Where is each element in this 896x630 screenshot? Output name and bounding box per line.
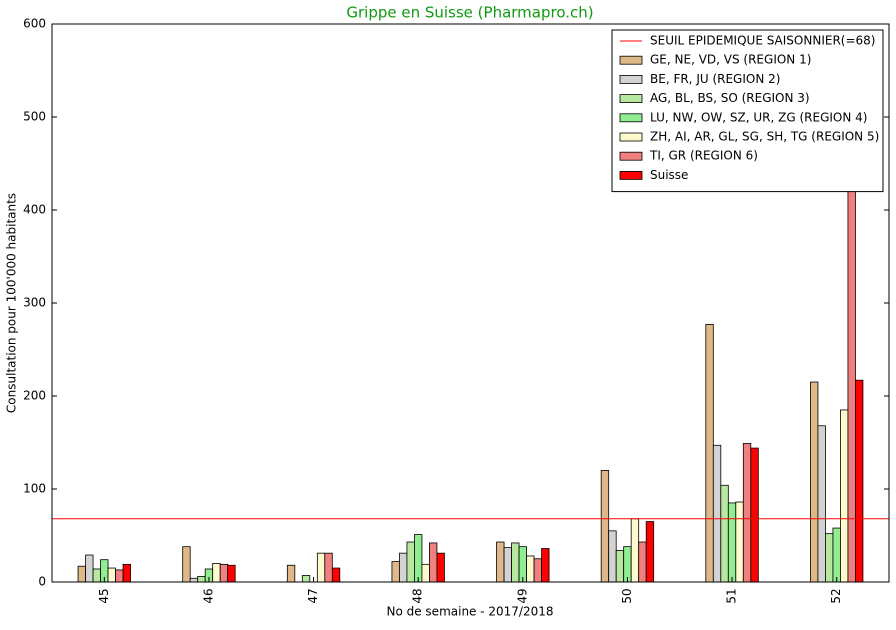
legend-box [611,29,884,193]
y-tick-label: 200 [23,389,46,403]
bar [212,563,221,583]
bar [391,561,400,583]
bar [286,564,296,583]
bar [511,542,520,583]
bar [301,575,311,583]
bar [429,542,438,583]
bar [219,563,229,583]
x-tick-label: 48 [411,588,425,603]
bar [630,518,640,583]
bar [115,569,124,583]
bar [855,379,864,583]
legend-label: TI, GR (REGION 6) [649,149,758,163]
bar [750,447,759,583]
y-tick-label: 100 [23,482,46,496]
legend-label: GE, NE, VD, VS (REGION 1) [650,53,811,67]
bar [77,565,86,583]
bar [615,549,625,583]
bar [406,541,415,583]
x-tick-label: 51 [725,588,739,603]
x-tick-label: 46 [201,588,215,603]
bar [324,552,333,583]
bar [92,568,101,583]
bar [503,547,512,583]
x-axis-label: No de semaine - 2017/2018 [386,605,553,619]
bar [638,541,647,583]
bar [645,521,655,583]
bar [623,546,632,583]
legend-label: AG, BL, BS, SO (REGION 3) [650,91,810,105]
bar [197,576,206,583]
bar [720,484,729,583]
legend-swatch [619,75,643,84]
bar [414,534,423,583]
bar [727,502,737,583]
bar [840,409,849,583]
x-tick-label: 49 [515,588,529,603]
bar [436,552,445,583]
bar [122,563,131,583]
legend-label: Suisse [650,168,688,182]
x-tick-label: 52 [829,588,843,603]
legend-label: LU, NW, OW, SZ, UR, ZG (REGION 4) [650,110,867,124]
bar [712,444,722,583]
legend-swatch [619,94,643,103]
bar [817,425,826,583]
bar [227,564,236,583]
legend-swatch [619,113,643,123]
bar [518,546,527,583]
legend-swatch [619,170,643,180]
y-tick-label: 600 [23,17,46,31]
x-tick-label: 45 [97,588,111,603]
bar [742,443,752,583]
y-axis-label: Consultation pour 100'000 habitants [5,193,19,413]
bar [399,552,408,583]
bar [316,552,326,583]
bar [189,577,199,583]
bar [608,530,617,583]
chart-title: Grippe en Suisse (Pharmapro.ch) [346,4,593,22]
y-tick-label: 400 [23,203,46,217]
bar [331,567,341,583]
bar [182,546,191,583]
bar [526,555,535,583]
x-tick-label: 50 [620,588,634,603]
legend-label: SEUIL EPIDEMIQUE SAISONNIER(=68) [650,34,875,48]
y-tick-label: 500 [23,110,46,124]
bar [107,567,116,583]
bar [735,501,744,583]
bar [496,541,505,583]
x-tick-label: 47 [306,588,320,603]
legend-swatch [619,55,643,65]
y-tick-label: 300 [23,296,46,310]
bar [541,548,550,583]
legend-label: BE, FR, JU (REGION 2) [650,72,780,86]
bar [85,554,94,583]
y-tick-label: 0 [38,575,46,589]
bar [832,527,841,583]
bar [825,533,834,583]
legend-label: ZH, AI, AR, GL, SG, SH, TG (REGION 5) [650,130,879,144]
legend-swatch [619,151,643,161]
bar [421,563,430,583]
bar [533,558,542,583]
bar [847,135,856,583]
legend-swatch [619,132,643,142]
bar [705,323,714,583]
plot-frame [51,23,890,583]
bar [600,469,610,583]
bar [810,381,819,583]
